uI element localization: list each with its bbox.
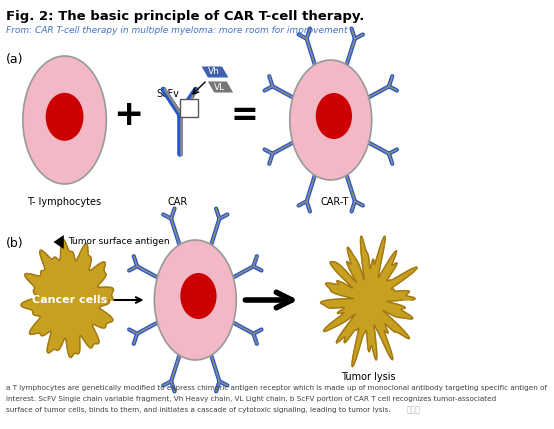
- Circle shape: [45, 93, 84, 141]
- Text: surface of tumor cells, binds to them, and initiates a cascade of cytotoxic sign: surface of tumor cells, binds to them, a…: [6, 407, 391, 413]
- Text: =: =: [230, 99, 258, 132]
- Text: CAR-T: CAR-T: [321, 197, 349, 207]
- Text: VL: VL: [214, 82, 225, 91]
- Polygon shape: [54, 235, 64, 249]
- Text: Fig. 2: The basic principle of CAR T-cell therapy.: Fig. 2: The basic principle of CAR T-cel…: [6, 10, 365, 23]
- Text: (a): (a): [6, 53, 24, 66]
- Text: T- lymphocytes: T- lymphocytes: [28, 197, 101, 207]
- FancyBboxPatch shape: [181, 99, 198, 117]
- Polygon shape: [202, 66, 228, 78]
- Text: ScFv: ScFv: [156, 89, 179, 99]
- Text: From: CAR T-cell therapy in multiple myeloma: more room for improvement: From: CAR T-cell therapy in multiple mye…: [6, 26, 348, 35]
- Text: CAR: CAR: [168, 197, 188, 207]
- Text: (b): (b): [6, 237, 24, 250]
- Polygon shape: [208, 82, 233, 93]
- Circle shape: [181, 273, 217, 319]
- Ellipse shape: [290, 60, 372, 180]
- Text: +: +: [113, 98, 143, 132]
- Polygon shape: [21, 239, 114, 358]
- Ellipse shape: [155, 240, 236, 360]
- Text: Tumor surface antigen: Tumor surface antigen: [68, 238, 170, 247]
- Text: a T lymphocytes are genetically modified to express chimeric antigen receptor wh: a T lymphocytes are genetically modified…: [6, 385, 547, 391]
- Polygon shape: [321, 236, 417, 367]
- Text: Cancer cells: Cancer cells: [32, 295, 107, 305]
- Text: Vh: Vh: [208, 67, 219, 76]
- Text: 药启程: 药启程: [407, 405, 420, 414]
- Ellipse shape: [23, 56, 106, 184]
- Text: interest. ScFV Single chain variable fragment, Vh Heavy chain, VL Light chain. b: interest. ScFV Single chain variable fra…: [6, 396, 496, 402]
- Circle shape: [316, 93, 352, 139]
- Text: Tumor lysis: Tumor lysis: [341, 372, 396, 382]
